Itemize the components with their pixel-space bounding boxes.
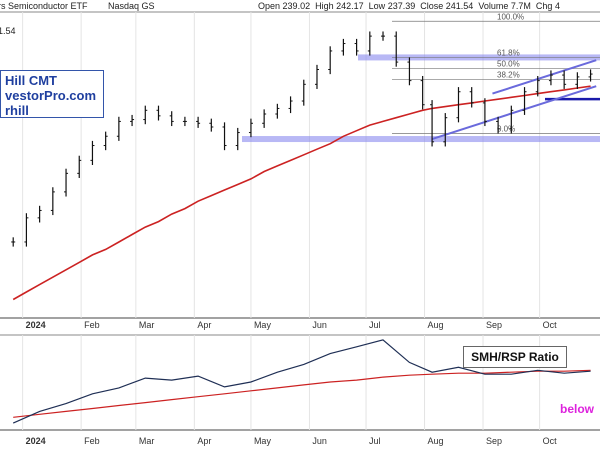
ratio-x-tick-label: Jul bbox=[369, 436, 381, 446]
fib-level-label: 61.8% bbox=[497, 48, 520, 57]
price-x-tick-label: Aug bbox=[428, 320, 444, 330]
price-x-tick-label: Jul bbox=[369, 320, 381, 330]
annotation-line-2: vestorPro.com bbox=[5, 88, 97, 103]
high-label: High bbox=[315, 1, 334, 11]
fib-level-label: 38.2% bbox=[497, 71, 520, 80]
ratio-x-tick-label: Jun bbox=[312, 436, 327, 446]
open-value: 239.02 bbox=[282, 1, 311, 11]
ratio-x-tick-label: 2024 bbox=[26, 436, 46, 446]
support-zone-band bbox=[242, 136, 600, 143]
below-annotation: below bbox=[560, 402, 595, 416]
volume-label: Volume bbox=[478, 1, 509, 11]
low-value: 237.39 bbox=[387, 1, 416, 11]
ratio-x-tick-label: Apr bbox=[197, 436, 211, 446]
ratio-x-tick-label: Feb bbox=[84, 436, 100, 446]
price-x-tick-label: Oct bbox=[543, 320, 558, 330]
price-x-tick-label: May bbox=[254, 320, 272, 330]
price-x-tick-label: Sep bbox=[486, 320, 502, 330]
open-label: Open bbox=[258, 1, 281, 11]
volume-value: 7.7M bbox=[510, 1, 531, 11]
price-x-tick-label: Apr bbox=[197, 320, 211, 330]
ohlc-readout: Open 239.02 High 242.17 Low 237.39 Close… bbox=[258, 1, 560, 11]
close-label: Close bbox=[420, 1, 444, 11]
ratio-title: SMH/RSP Ratio bbox=[463, 346, 567, 368]
annotation-line-1: Hill CMT bbox=[5, 73, 57, 88]
symbol-name: rs Semiconductor ETF bbox=[0, 1, 88, 11]
ratio-x-tick-label: May bbox=[254, 436, 272, 446]
low-label: Low bbox=[368, 1, 386, 11]
trendline bbox=[492, 59, 597, 95]
fib-level-label: 50.0% bbox=[497, 60, 520, 69]
price-x-tick-label: Feb bbox=[84, 320, 100, 330]
fib-level-label: 0.0% bbox=[497, 124, 515, 133]
change-value: 4 bbox=[554, 1, 560, 11]
ratio-x-tick-label: Sep bbox=[486, 436, 502, 446]
last-value: 1.54 bbox=[0, 26, 16, 36]
price-x-tick-label: 2024 bbox=[26, 320, 46, 330]
close-value: 241.54 bbox=[445, 1, 474, 11]
ratio-x-tick-label: Mar bbox=[139, 436, 155, 446]
ratio-x-tick-label: Oct bbox=[543, 436, 558, 446]
trendline bbox=[431, 85, 597, 140]
ratio-moving-average-line bbox=[13, 369, 591, 418]
ratio-x-tick-label: Aug bbox=[428, 436, 444, 446]
price-x-tick-label: Mar bbox=[139, 320, 155, 330]
exchange-label: Nasdaq GS bbox=[108, 1, 155, 11]
author-annotation-box: Hill CMT vestorPro.com rhill bbox=[0, 70, 104, 118]
price-moving-average-line bbox=[12, 85, 591, 301]
fib-level-label: 100.0% bbox=[497, 12, 524, 21]
high-value: 242.17 bbox=[336, 1, 364, 11]
change-label: Chg bbox=[535, 1, 553, 11]
annotation-line-3: rhill bbox=[5, 103, 29, 118]
ratio-line bbox=[12, 339, 591, 424]
price-x-tick-label: Jun bbox=[312, 320, 327, 330]
